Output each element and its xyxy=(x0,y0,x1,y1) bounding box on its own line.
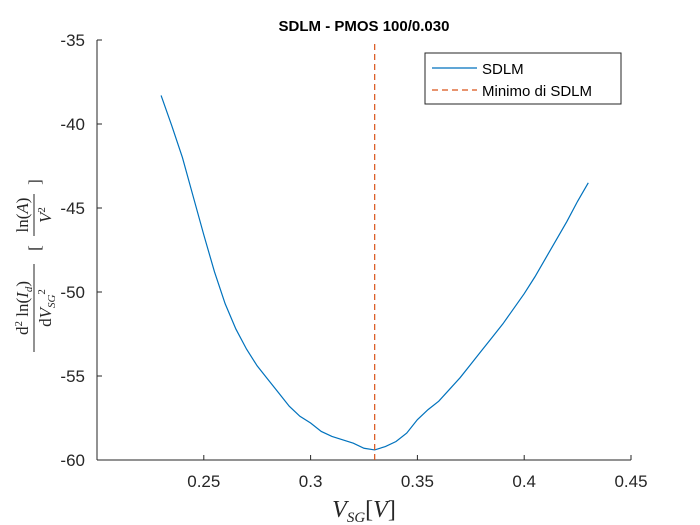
legend-label-sdlm: SDLM xyxy=(482,61,524,78)
y-tick-label: -40 xyxy=(60,115,85,134)
y-ticks: -35 -40 -45 -50 -55 -60 xyxy=(60,31,102,470)
series-layer xyxy=(160,40,589,460)
y-tick-label: -55 xyxy=(60,367,85,386)
x-ticks: 0.25 0.3 0.35 0.4 0.45 xyxy=(187,455,648,491)
legend-label-minimo: Minimo di SDLM xyxy=(482,83,592,100)
y-tick-label: -60 xyxy=(60,451,85,470)
svg-text:d2 ln(Id): d2 ln(Id) xyxy=(13,281,35,335)
axes-box xyxy=(97,40,631,460)
legend-box xyxy=(424,52,622,105)
y-tick-label: -50 xyxy=(60,283,85,302)
legend: SDLM Minimo di SDLM xyxy=(424,52,622,105)
x-tick-label: 0.45 xyxy=(614,472,647,491)
y-tick-label: -35 xyxy=(60,31,85,50)
x-tick-label: 0.25 xyxy=(187,472,220,491)
svg-text:dVSG2: dVSG2 xyxy=(36,289,58,327)
x-tick-label: 0.4 xyxy=(512,472,536,491)
x-tick-label: 0.35 xyxy=(401,472,434,491)
svg-text:]: ] xyxy=(25,179,44,185)
svg-text:[: [ xyxy=(25,245,44,251)
svg-text:V2: V2 xyxy=(36,207,55,223)
svg-text:ln(A): ln(A) xyxy=(13,198,32,233)
y-axis-label: d2 ln(Id) dVSG2 [ ln(A) V2 ] xyxy=(13,179,58,352)
y-tick-label: -45 xyxy=(60,199,85,218)
x-axis-label: VSG[V] xyxy=(332,497,396,525)
plot-area: 0.25 0.3 0.35 0.4 0.45 -35 -40 -45 -50 -55 -60 xyxy=(60,31,647,491)
chart-title: SDLM - PMOS 100/0.030 xyxy=(279,18,450,35)
x-tick-label: 0.3 xyxy=(299,472,323,491)
